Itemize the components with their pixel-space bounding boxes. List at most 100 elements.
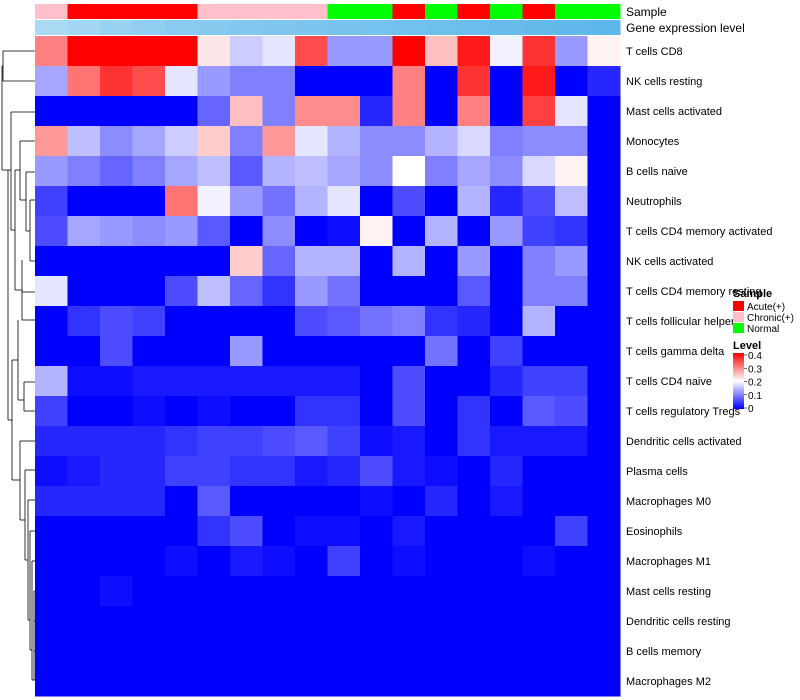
heatmap-cell (522, 636, 556, 667)
heatmap-cell (555, 96, 588, 127)
legend: Sample Acute(+)Chronic(+)Normal Level 0 0.1 0… (733, 288, 794, 415)
level-tick-label: 0.1 (748, 391, 762, 402)
heatmap-cell (327, 576, 361, 607)
heatmap-cell (230, 576, 263, 607)
heatmap-cell (100, 456, 133, 487)
heatmap-cell (457, 636, 491, 667)
heatmap-cell (425, 486, 458, 517)
heatmap-cell (230, 126, 263, 157)
heatmap-cell (165, 396, 198, 427)
heatmap-cell (360, 186, 393, 217)
heatmap-cell (360, 456, 393, 487)
row-label: Eosinophils (626, 526, 683, 538)
heatmap-cell (295, 336, 328, 367)
heatmap-cell (490, 156, 523, 187)
heatmap-cell (392, 516, 426, 547)
heatmap-cell (295, 156, 328, 187)
heatmap-cell (555, 336, 588, 367)
heatmap-cell (392, 36, 426, 67)
sample-annotation-cell (555, 4, 588, 19)
heatmap-cell (35, 36, 68, 67)
heatmap-cell (262, 576, 296, 607)
heatmap-cell (392, 366, 426, 397)
heatmap-cell (295, 606, 328, 637)
heatmap-cell (165, 576, 198, 607)
heatmap-cell (100, 666, 133, 697)
heatmap-cell (587, 486, 621, 517)
heatmap-cell (197, 156, 231, 187)
expression-annotation-cell (490, 20, 523, 35)
heatmap-cell (67, 666, 101, 697)
heatmap-cell (360, 606, 393, 637)
heatmap-cell (165, 216, 198, 247)
sample-annotation-cell (100, 4, 133, 19)
expression-annotation-cell (392, 20, 426, 35)
heatmap-cell (555, 66, 588, 97)
heatmap-cell (522, 516, 556, 547)
expression-annotation-cell (230, 20, 263, 35)
heatmap-cell (197, 126, 231, 157)
annotation-row-label: Sample (626, 5, 667, 19)
heatmap-cell (555, 276, 588, 307)
heatmap-cell (327, 36, 361, 67)
heatmap-cell (100, 216, 133, 247)
expression-annotation-cell (35, 20, 68, 35)
heatmap-cell (392, 126, 426, 157)
annotation-labels: Sample Gene expression level (626, 5, 745, 35)
heatmap-cell (522, 456, 556, 487)
heatmap-cell (165, 456, 198, 487)
expression-annotation-cell (197, 20, 231, 35)
heatmap-cell (587, 246, 621, 277)
heatmap-cell (262, 516, 296, 547)
heatmap-cell (230, 426, 263, 457)
heatmap-cell (327, 366, 361, 397)
heatmap-cell (197, 186, 231, 217)
heatmap-cell (165, 306, 198, 337)
heatmap-cell (457, 426, 491, 457)
heatmap-cell (132, 396, 166, 427)
expression-annotation-cell (327, 20, 361, 35)
heatmap-cell (197, 366, 231, 397)
heatmap-cell (295, 216, 328, 247)
heatmap-cell (457, 66, 491, 97)
heatmap-cell (360, 336, 393, 367)
heatmap-cell (230, 306, 263, 337)
heatmap-cell (555, 666, 588, 697)
sample-legend-label: Normal (747, 324, 779, 335)
heatmap-cell (132, 276, 166, 307)
heatmap-cell (67, 126, 101, 157)
heatmap-cell (392, 216, 426, 247)
heatmap-cell (165, 516, 198, 547)
heatmap-cell (67, 396, 101, 427)
annotation-row-label: Gene expression level (626, 21, 745, 35)
heatmap-cell (35, 516, 68, 547)
heatmap-cell (165, 426, 198, 457)
sample-annotation-cell (295, 4, 328, 19)
heatmap-cell (100, 306, 133, 337)
row-label: Mast cells resting (626, 586, 711, 598)
heatmap-cell (262, 666, 296, 697)
heatmap-cell (490, 426, 523, 457)
heatmap-cell (230, 216, 263, 247)
heatmap-cell (490, 666, 523, 697)
heatmap-cell (100, 126, 133, 157)
heatmap-cell (132, 36, 166, 67)
heatmap-cells (35, 36, 621, 697)
heatmap-cell (35, 606, 68, 637)
heatmap-cell (67, 486, 101, 517)
heatmap-cell (360, 306, 393, 337)
heatmap-cell (327, 336, 361, 367)
row-label: Plasma cells (626, 466, 688, 478)
heatmap-cell (35, 546, 68, 577)
row-label: T cells CD4 memory resting (626, 286, 762, 298)
heatmap-cell (490, 186, 523, 217)
heatmap-cell (522, 96, 556, 127)
heatmap-cell (522, 36, 556, 67)
heatmap-cell (392, 156, 426, 187)
heatmap-cell (197, 66, 231, 97)
heatmap-cell (327, 276, 361, 307)
heatmap-cell (457, 246, 491, 277)
expression-annotation-cell (100, 20, 133, 35)
heatmap-cell (165, 36, 198, 67)
heatmap-cell (522, 126, 556, 157)
